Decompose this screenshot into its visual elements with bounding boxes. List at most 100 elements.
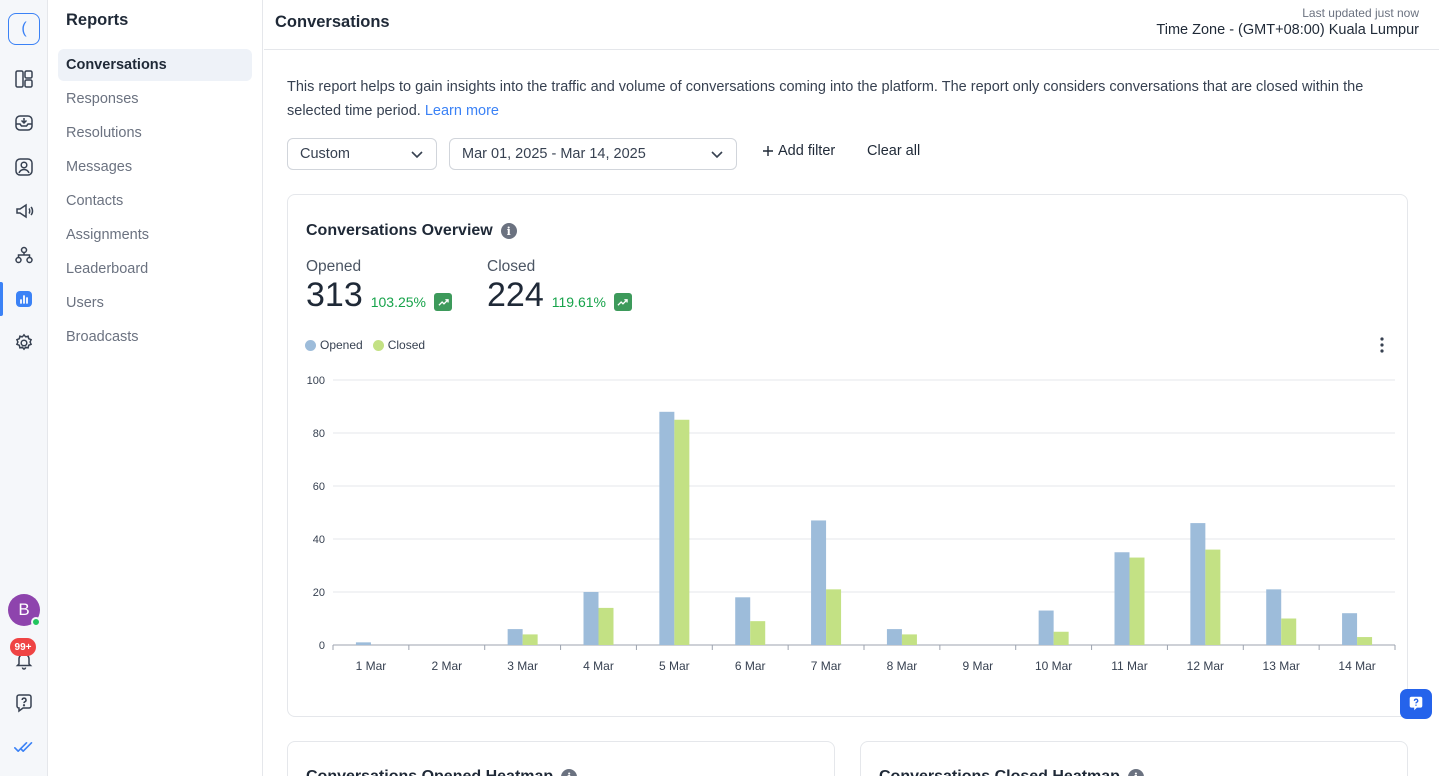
chart-legend: Opened Closed (305, 338, 425, 352)
sidebar-item-assignments[interactable]: Assignments (66, 227, 150, 243)
legend-item-closed[interactable]: Closed (372, 338, 426, 352)
help-chat-icon (1409, 696, 1423, 711)
sidebar-item-leaderboard[interactable]: Leaderboard (66, 261, 149, 277)
y-tick-label: 40 (313, 534, 325, 546)
broadcast-icon[interactable] (12, 199, 36, 223)
y-tick-label: 100 (307, 375, 325, 387)
reports-icon[interactable] (12, 287, 36, 311)
closed-metric: Closed 224 119.61% (487, 258, 632, 314)
bar-closed-10-mar (1053, 631, 1069, 645)
opened-heatmap-title: Conversations Opened Heatmap i (306, 768, 578, 776)
x-tick-label: 1 Mar (356, 659, 387, 673)
info-icon[interactable]: i (1127, 769, 1144, 776)
sidebar-title: Reports (66, 11, 129, 29)
bar-opened-14-mar (1342, 613, 1358, 645)
x-tick-label: 4 Mar (583, 659, 614, 673)
bar-opened-3-mar (507, 629, 523, 645)
y-tick-label: 0 (319, 640, 325, 652)
range-type-select[interactable]: Custom (287, 138, 437, 170)
x-tick-label: 6 Mar (735, 659, 766, 673)
bar-closed-6-mar (750, 621, 766, 645)
info-icon[interactable]: i (500, 223, 517, 239)
y-tick-label: 80 (313, 428, 325, 440)
sidebar-item-contacts[interactable]: Contacts (66, 193, 124, 209)
conversations-overview-card: Conversations Overview i Opened 313 103.… (287, 194, 1408, 717)
x-tick-label: 14 Mar (1338, 659, 1375, 673)
sidebar-item-broadcasts[interactable]: Broadcasts (66, 329, 139, 345)
closed-value: 224 (487, 276, 544, 314)
learn-more-link[interactable]: Learn more (424, 103, 499, 119)
clear-all-button[interactable]: Clear all (867, 143, 921, 159)
description-text: This report helps to gain insights into … (287, 79, 1364, 119)
x-tick-label: 9 Mar (962, 659, 993, 673)
closed-heatmap-title-text: Conversations Closed Heatmap (879, 768, 1120, 776)
conversations-bar-chart: 0 20 40 60 80 100 1 Mar 2 Mar 3 Mar 4 Mar 5 Mar 6 M… (307, 375, 1396, 673)
legend-item-opened[interactable]: Opened (305, 338, 363, 352)
x-tick-label: 10 Mar (1035, 659, 1072, 673)
opened-label: Opened (306, 258, 362, 275)
notifications-count-badge: 99+ (10, 638, 36, 656)
x-tick-label: 13 Mar (1263, 659, 1300, 673)
report-description: This report helps to gain insights into … (287, 75, 1407, 123)
sidebar-item-resolutions[interactable]: Resolutions (66, 125, 142, 141)
plus-icon (763, 146, 773, 156)
add-filter-label: Add filter (778, 143, 836, 159)
bar-closed-11-mar (1129, 557, 1145, 645)
page-title: Conversations (275, 13, 390, 31)
y-tick-label: 20 (313, 587, 325, 599)
bar-closed-13-mar (1281, 618, 1297, 645)
overview-title-text: Conversations Overview (306, 222, 493, 239)
info-icon[interactable]: i (561, 769, 578, 776)
timezone-text: Time Zone - (GMT+08:00) Kuala Lumpur (1156, 22, 1419, 38)
sidebar-item-users[interactable]: Users (66, 295, 104, 311)
date-range-select[interactable]: Mar 01, 2025 - Mar 14, 2025 (449, 138, 737, 170)
legend-label-opened: Opened (320, 338, 363, 352)
x-tick-label: 8 Mar (887, 659, 918, 673)
user-avatar[interactable]: B (8, 594, 40, 626)
help-question-icon[interactable] (12, 691, 36, 715)
opened-heatmap-title-text: Conversations Opened Heatmap (306, 768, 553, 776)
bar-opened-12-mar (1190, 523, 1206, 645)
double-check-brand-icon (12, 735, 36, 759)
workflow-icon[interactable] (12, 243, 36, 267)
trend-up-icon (613, 293, 632, 311)
dashboard-icon[interactable] (12, 67, 36, 91)
bar-opened-6-mar (735, 597, 751, 645)
x-tick-label: 7 Mar (811, 659, 842, 673)
more-options-icon[interactable] (1377, 336, 1387, 354)
main-content: Conversations Last updated just now Time… (264, 0, 1439, 776)
trend-up-icon (434, 293, 453, 311)
x-tick-label: 3 Mar (507, 659, 538, 673)
x-tick-label: 12 Mar (1187, 659, 1224, 673)
bar-opened-5-mar (659, 411, 675, 645)
opened-heatmap-card: Conversations Opened Heatmap i (287, 741, 835, 776)
legend-swatch-closed (372, 339, 384, 351)
bar-opened-7-mar (811, 520, 827, 645)
workspace-logo[interactable]: ( (8, 13, 40, 45)
sidebar-item-responses[interactable]: Responses (66, 91, 139, 107)
opened-value: 313 (306, 276, 363, 314)
bar-opened-10-mar (1038, 610, 1054, 645)
closed-heatmap-title: Conversations Closed Heatmap i (879, 768, 1144, 776)
sidebar-item-messages[interactable]: Messages (66, 159, 133, 175)
contacts-icon[interactable] (12, 155, 36, 179)
bar-closed-4-mar (598, 607, 614, 645)
settings-gear-icon[interactable] (12, 331, 36, 355)
legend-label-closed: Closed (387, 338, 426, 352)
bar-opened-1-mar (355, 642, 371, 645)
sidebar-item-conversations[interactable]: Conversations (58, 49, 252, 81)
rail-active-indicator (0, 282, 3, 316)
overview-title: Conversations Overview i (306, 222, 517, 240)
add-filter-button[interactable]: Add filter (762, 143, 835, 159)
x-tick-label: 5 Mar (659, 659, 690, 673)
x-tick-label: 11 Mar (1111, 659, 1147, 673)
inbox-icon[interactable] (12, 111, 36, 135)
reports-sidebar: Reports Conversations Responses Resoluti… (48, 0, 263, 776)
opened-change: 103.25% (370, 294, 427, 310)
opened-metric: Opened 313 103.25% (306, 258, 453, 314)
bar-opened-13-mar (1266, 589, 1282, 645)
bar-closed-7-mar (826, 589, 842, 645)
legend-swatch-opened (305, 339, 316, 351)
help-chat-button[interactable] (1400, 689, 1432, 719)
